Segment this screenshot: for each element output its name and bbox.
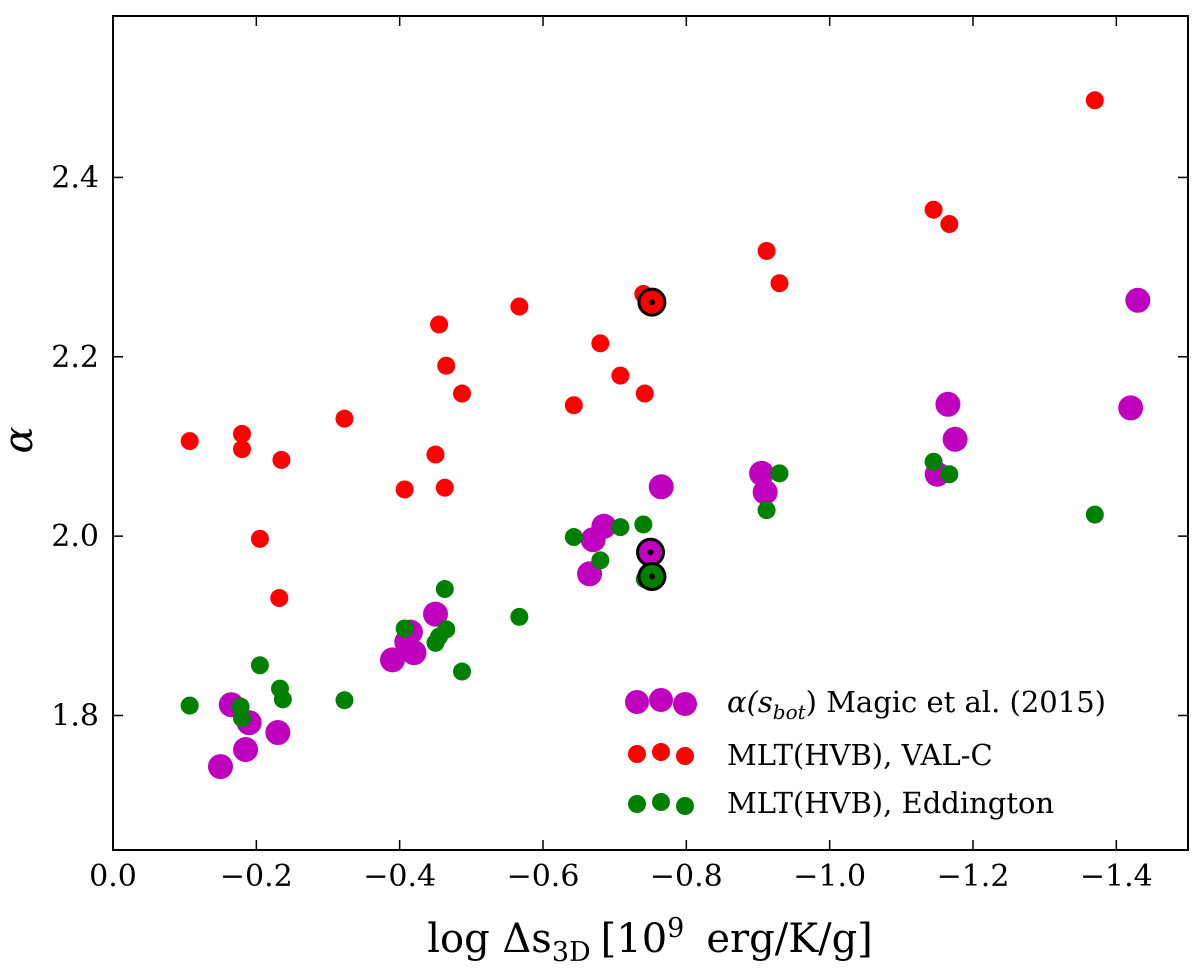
point-eddington — [940, 465, 959, 484]
legend-marker-magic — [625, 690, 649, 714]
x-axis-label-main: log Δs — [427, 916, 552, 962]
legend-marker-val-c — [628, 745, 646, 763]
point-val-c — [437, 356, 456, 375]
point-eddington — [1085, 505, 1104, 524]
point-eddington — [437, 620, 456, 639]
legend-marker-eddington — [652, 793, 670, 811]
legend-label-val-c: MLT(HVB), VAL-C — [727, 738, 993, 772]
point-val-c — [272, 450, 291, 469]
x-tick-label: −0.4 — [363, 859, 436, 894]
axis-ticks — [112, 16, 1188, 850]
x-tick-label: −1.2 — [937, 859, 1010, 894]
point-magic — [749, 460, 775, 486]
legend-marker-val-c — [676, 747, 694, 765]
data-points — [180, 91, 1151, 780]
legend-marker-eddington — [628, 795, 646, 813]
plot-frame — [112, 15, 1189, 851]
point-val-c — [924, 200, 943, 219]
point-magic — [233, 737, 259, 763]
point-magic — [935, 391, 961, 417]
point-magic — [423, 601, 448, 627]
x-tick-label: −1.0 — [793, 859, 866, 894]
point-eddington — [634, 515, 653, 534]
legend-marker-eddington — [676, 797, 694, 815]
point-eddington — [435, 580, 454, 599]
point-val-c — [940, 215, 959, 234]
point-eddington — [770, 464, 789, 483]
point-val-c — [426, 445, 445, 464]
y-tick-label: 2.4 — [51, 160, 99, 195]
point-eddington — [591, 551, 610, 570]
point-eddington — [757, 501, 776, 520]
point-magic — [591, 513, 617, 539]
legend: α(sbot) Magic et al. (2015) MLT(HVB), VA… — [625, 685, 1106, 820]
highlighted-point-center — [648, 299, 655, 306]
y-axis-label: α — [0, 426, 42, 453]
highlighted-point-center — [648, 573, 655, 580]
point-eddington — [250, 656, 269, 675]
point-eddington — [510, 607, 529, 626]
point-val-c — [453, 384, 472, 403]
point-magic — [380, 647, 405, 673]
point-magic — [401, 640, 427, 666]
point-eddington — [453, 662, 472, 681]
point-val-c — [770, 274, 789, 293]
point-magic — [208, 754, 233, 780]
point-val-c — [757, 241, 776, 260]
point-val-c — [510, 297, 529, 316]
point-eddington — [924, 452, 943, 471]
x-axis-label: log Δs3D [109 erg/K/g] — [427, 913, 873, 968]
point-val-c — [591, 334, 610, 353]
legend-marker-magic — [673, 692, 697, 716]
point-magic — [1118, 395, 1144, 421]
point-val-c — [233, 440, 251, 459]
point-magic — [265, 720, 291, 746]
x-axis-label-units-tail: erg/K/g] — [706, 916, 872, 962]
point-val-c — [430, 315, 449, 334]
point-val-c — [335, 409, 354, 428]
point-val-c — [233, 424, 251, 443]
x-axis-label-units: [10 — [601, 916, 668, 962]
x-tick-label: −1.4 — [1080, 859, 1153, 894]
x-axis-label-sup: 9 — [667, 913, 684, 944]
point-eddington — [564, 528, 583, 547]
x-tick-label: 0.0 — [89, 859, 137, 894]
point-magic — [942, 426, 968, 452]
y-tick-label: 2.2 — [51, 340, 99, 375]
point-magic — [648, 474, 674, 500]
point-eddington — [273, 690, 292, 709]
legend-label-eddington: MLT(HVB), Eddington — [727, 786, 1054, 820]
legend-marker-val-c — [652, 743, 670, 761]
point-magic — [1125, 287, 1151, 313]
highlighted-point-center — [647, 549, 654, 556]
tick-labels: 0.0 −0.2 −0.4 −0.6 −0.8 −1.0 −1.2 −1.4 1.8 2.0 2.2… — [51, 160, 1152, 894]
point-eddington — [395, 619, 414, 638]
point-eddington — [611, 518, 630, 537]
legend-marker-magic — [649, 688, 673, 712]
y-tick-label: 2.0 — [51, 519, 99, 554]
point-val-c — [635, 384, 654, 403]
x-tick-label: −0.6 — [507, 859, 580, 894]
point-eddington — [180, 696, 199, 715]
point-val-c — [611, 366, 630, 385]
point-val-c — [270, 589, 289, 608]
point-val-c — [250, 529, 269, 548]
legend-label-magic: α(sbot) Magic et al. (2015) — [727, 685, 1106, 724]
y-tick-label: 1.8 — [51, 698, 99, 733]
x-axis-label-sub: 3D — [552, 937, 591, 968]
point-eddington — [335, 691, 354, 710]
x-tick-label: −0.8 — [650, 859, 723, 894]
point-val-c — [564, 396, 583, 415]
point-eddington — [233, 709, 251, 728]
x-tick-label: −0.2 — [220, 859, 293, 894]
point-magic — [752, 479, 778, 505]
point-val-c — [435, 478, 454, 497]
point-val-c — [1085, 91, 1104, 110]
point-val-c — [180, 432, 199, 451]
point-val-c — [395, 480, 414, 499]
